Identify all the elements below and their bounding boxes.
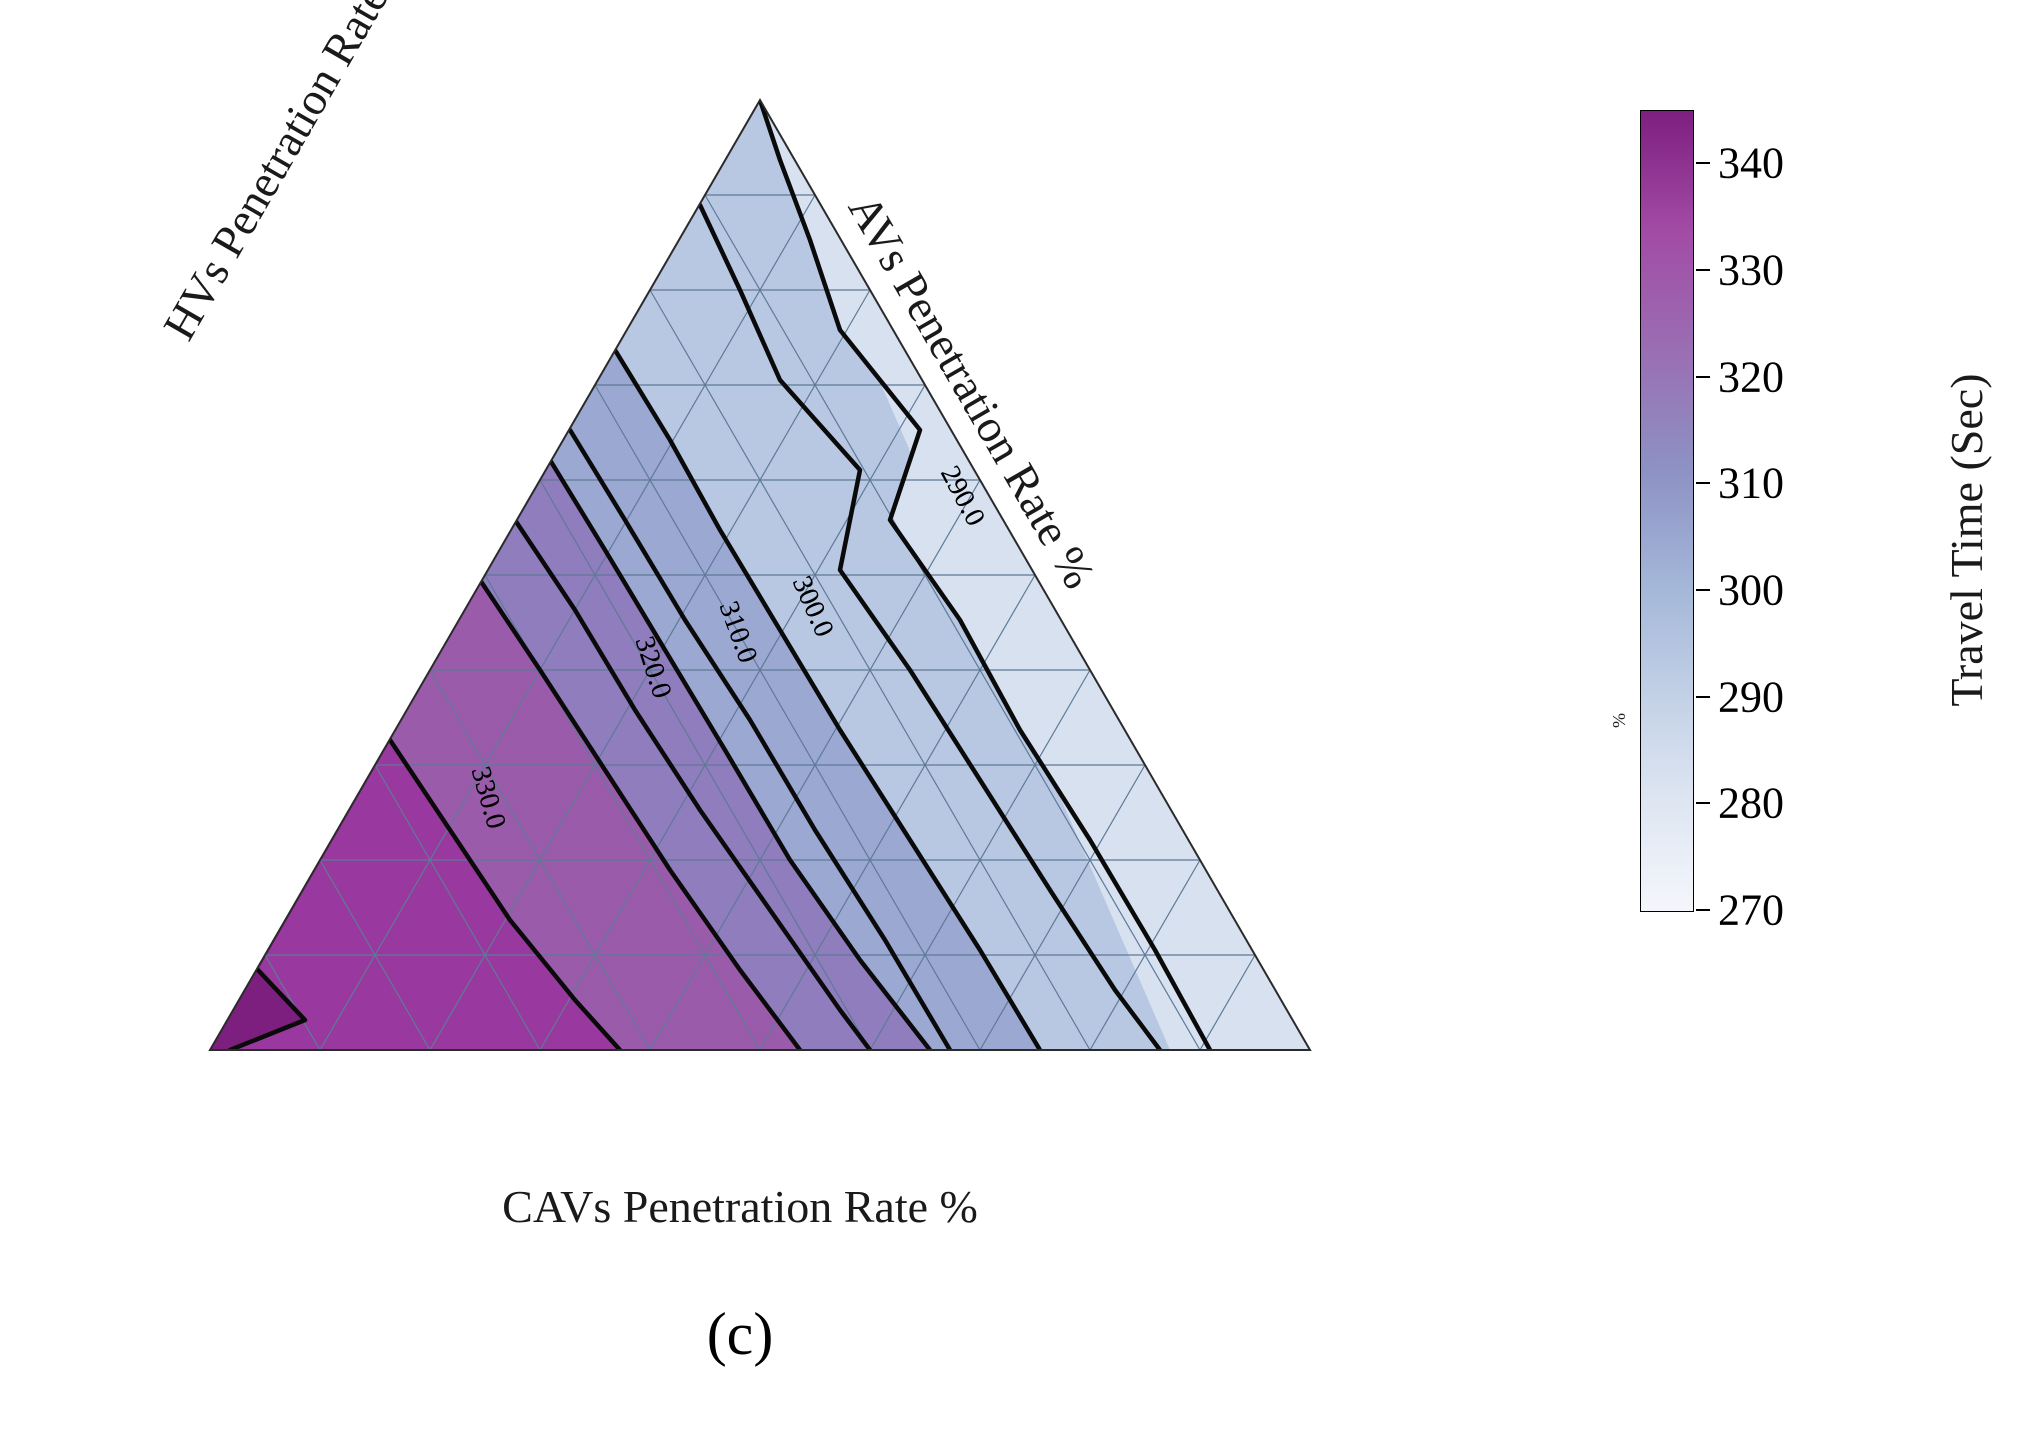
colorbar-tick	[1696, 909, 1710, 911]
colorbar-tick-label: 340	[1718, 138, 1784, 189]
colorbar-extra-glyph: %	[1609, 713, 1630, 728]
colorbar: 270280290300310320330340 Travel Time (Se…	[1640, 110, 1970, 930]
colorbar-tick-label: 270	[1718, 885, 1784, 936]
colorbar-tick-label: 330	[1718, 245, 1784, 296]
colorbar-tick	[1696, 269, 1710, 271]
x-axis-label: CAVs Penetration Rate %	[340, 1180, 1140, 1233]
colorbar-tick	[1696, 376, 1710, 378]
colorbar-tick	[1696, 589, 1710, 591]
ternary-contour-figure: { "figure": { "type": "ternary-contour",…	[0, 0, 2018, 1444]
colorbar-tick	[1696, 696, 1710, 698]
colorbar-tick-label: 290	[1718, 671, 1784, 722]
colorbar-tick-label: 310	[1718, 458, 1784, 509]
colorbar-tick-label: 320	[1718, 351, 1784, 402]
colorbar-tick-label: 300	[1718, 565, 1784, 616]
subplot-letter: (c)	[640, 1300, 840, 1369]
colorbar-tick-label: 280	[1718, 778, 1784, 829]
colorbar-title: Travel Time (Sec)	[1940, 190, 1993, 890]
colorbar-tick	[1696, 482, 1710, 484]
colorbar-tick	[1696, 162, 1710, 164]
colorbar-tick	[1696, 802, 1710, 804]
